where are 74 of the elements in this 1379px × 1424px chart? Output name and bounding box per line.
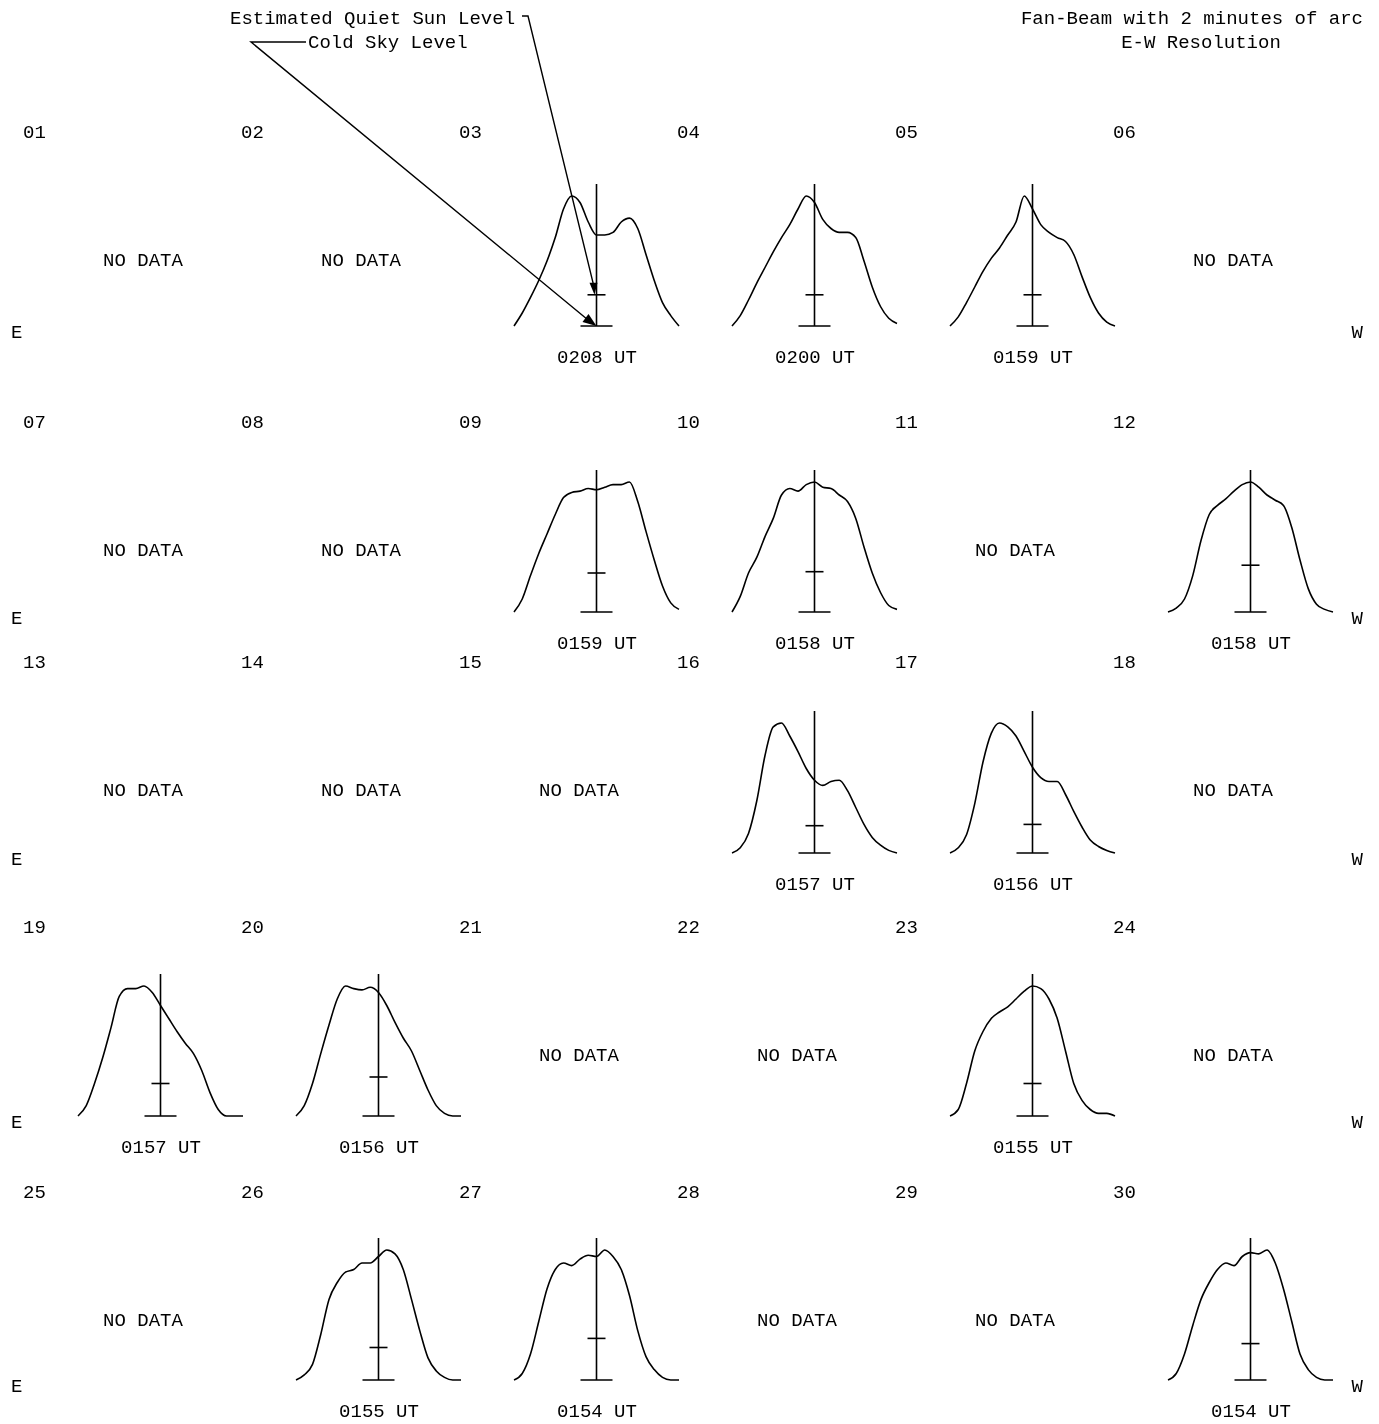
text: NO DATA: [321, 540, 402, 562]
x-axis-title: 0156 UT: [993, 874, 1073, 896]
text: Fan-Beam with 2 minutes of arc: [1020, 8, 1363, 30]
x-axis-title: 0155 UT: [339, 1401, 419, 1423]
y-axis-title: E: [11, 1112, 23, 1134]
x-axis-title: 0159 UT: [993, 347, 1073, 369]
text: E: [11, 608, 23, 630]
text: W: [1351, 849, 1364, 871]
chart-title: 10: [677, 412, 700, 434]
text: 28: [677, 1182, 700, 1204]
text: NO DATA: [103, 1310, 184, 1332]
text: NO DATA: [539, 1045, 620, 1067]
text: NO DATA: [1193, 250, 1274, 272]
text: W: [1351, 322, 1364, 344]
text: NO DATA: [975, 540, 1056, 562]
chart-title: 30: [1113, 1182, 1136, 1204]
text: 22: [677, 917, 700, 939]
x-axis-title: 0157 UT: [775, 874, 855, 896]
x-axis-title: 0158 UT: [775, 633, 855, 655]
chart-title: 20: [241, 917, 264, 939]
chart-title: 16: [677, 652, 700, 674]
chart-title: 27: [459, 1182, 482, 1204]
text: NO DATA: [757, 1310, 838, 1332]
text: 13: [23, 652, 46, 674]
text: NO DATA: [321, 780, 402, 802]
text: 07: [23, 412, 46, 434]
chart-title: 19: [23, 917, 46, 939]
text: NO DATA: [103, 780, 184, 802]
text: 01: [23, 122, 46, 144]
text: NO DATA: [321, 250, 402, 272]
chart-title: 04: [677, 122, 700, 144]
x-axis-title: 0159 UT: [557, 633, 637, 655]
chart-title: 17: [895, 652, 918, 674]
text: 24: [1113, 917, 1136, 939]
text: W: [1351, 1112, 1364, 1134]
text: 25: [23, 1182, 46, 1204]
x-axis-title: 0156 UT: [339, 1137, 419, 1159]
text: 11: [895, 412, 918, 434]
chart-title: 03: [459, 122, 482, 144]
text: NO DATA: [1193, 1045, 1274, 1067]
text: NO DATA: [103, 250, 184, 272]
x-axis-title: 0208 UT: [557, 347, 637, 369]
text: 15: [459, 652, 482, 674]
x-axis-title: 0155 UT: [993, 1137, 1073, 1159]
text: 06: [1113, 122, 1136, 144]
chart-title: 26: [241, 1182, 264, 1204]
text: NO DATA: [975, 1310, 1056, 1332]
text: NO DATA: [539, 780, 620, 802]
chart-title: 09: [459, 412, 482, 434]
chart-title: 23: [895, 917, 918, 939]
text: E: [11, 849, 23, 871]
x-axis-title: 0154 UT: [557, 1401, 637, 1423]
text: NO DATA: [103, 540, 184, 562]
y2-axis-title: W: [1351, 608, 1364, 630]
x-axis-title: 0158 UT: [1211, 633, 1291, 655]
text: 29: [895, 1182, 918, 1204]
text: 08: [241, 412, 264, 434]
text: Estimated Quiet Sun Level: [230, 8, 516, 30]
x-axis-title: 0157 UT: [121, 1137, 201, 1159]
text: E: [11, 1376, 23, 1398]
chart-title: 12: [1113, 412, 1136, 434]
x-axis-title: 0154 UT: [1211, 1401, 1291, 1423]
text: NO DATA: [1193, 780, 1274, 802]
text: 14: [241, 652, 264, 674]
text: E-W Resolution: [1121, 32, 1281, 54]
text: 18: [1113, 652, 1136, 674]
text: Cold Sky Level: [308, 32, 468, 54]
text: 21: [459, 917, 482, 939]
x-axis-title: 0200 UT: [775, 347, 855, 369]
chart-title: 05: [895, 122, 918, 144]
y2-axis-title: W: [1351, 1376, 1364, 1398]
text: NO DATA: [757, 1045, 838, 1067]
text: 02: [241, 122, 264, 144]
text: E: [11, 322, 23, 344]
